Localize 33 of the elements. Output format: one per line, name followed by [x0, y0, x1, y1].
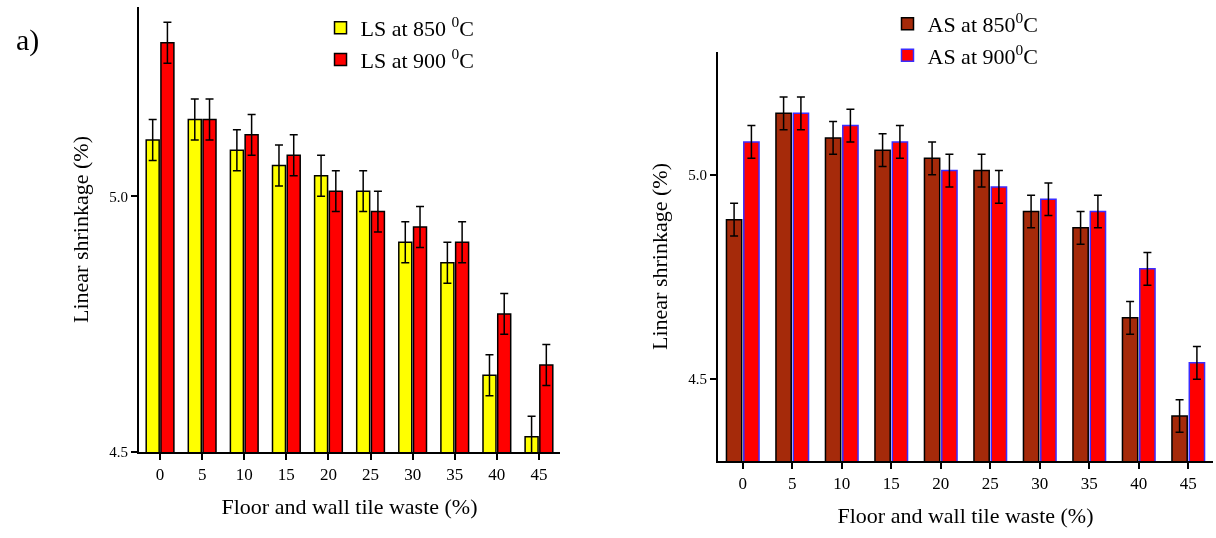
- legend-label: AS at 900$^{0}$C: [927, 40, 1038, 69]
- x-tick-label: 40: [1130, 474, 1148, 494]
- x-tick-label: 30: [1031, 474, 1049, 494]
- x-tick-label: 0: [155, 465, 165, 485]
- x-tick-label: 40: [488, 465, 506, 485]
- y-axis-title: Linear shrinkage (%): [646, 163, 672, 350]
- x-tick-label: 25: [362, 465, 380, 485]
- y-axis-title: Linear shrinkage (%): [67, 136, 93, 323]
- legend-label: LS at 850 $^{0}$C: [360, 13, 474, 42]
- x-tick-label: 30: [404, 465, 422, 485]
- y-tick-label: 4.5: [688, 371, 707, 388]
- x-tick-label: 15: [277, 465, 295, 485]
- x-axis-title: Floor and wall tile waste (%): [837, 502, 1094, 528]
- x-axis-title: Floor and wall tile waste (%): [221, 493, 478, 519]
- x-tick-label: 25: [981, 474, 999, 494]
- legend-label: LS at 900 $^{0}$C: [360, 44, 474, 73]
- x-tick-label: 20: [932, 474, 950, 494]
- y-tick-label: 4.5: [109, 444, 128, 461]
- x-tick-label: 5: [197, 465, 207, 485]
- x-tick-label: 45: [530, 465, 548, 485]
- y-tick-label: 5.0: [688, 166, 707, 183]
- x-tick-label: 0: [738, 474, 747, 494]
- x-tick-label: 35: [446, 465, 464, 485]
- x-tick-label: 45: [1179, 474, 1197, 494]
- text: a): [16, 23, 40, 57]
- x-tick-label: 10: [235, 465, 253, 485]
- legend-label: AS at 850$^{0}$C: [927, 9, 1038, 38]
- x-tick-label: 15: [882, 474, 900, 494]
- x-tick-label: 20: [319, 465, 337, 485]
- y-tick-label: 5.0: [109, 188, 128, 205]
- x-tick-label: 35: [1080, 474, 1098, 494]
- x-tick-label: 10: [833, 474, 851, 494]
- x-tick-label: 5: [788, 474, 797, 494]
